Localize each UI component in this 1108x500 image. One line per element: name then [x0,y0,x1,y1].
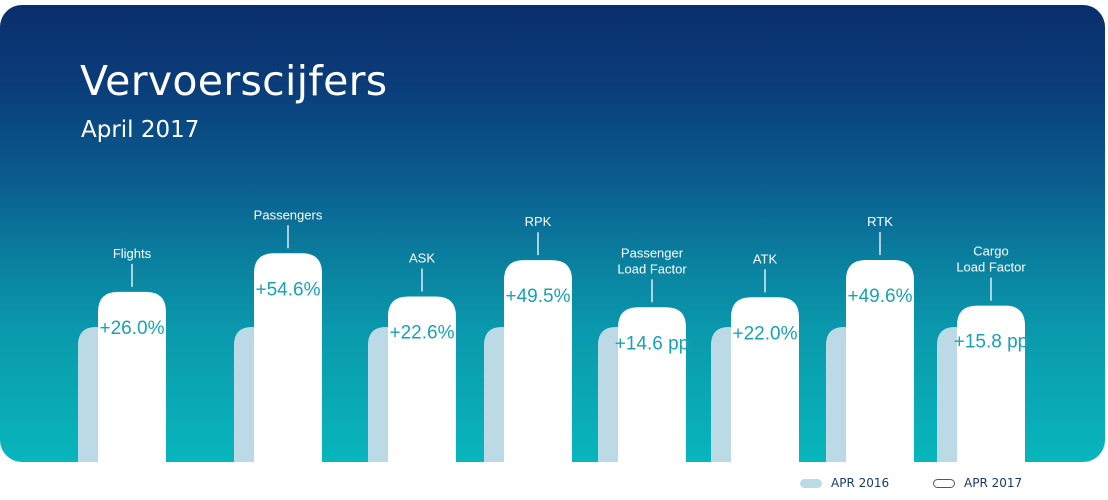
value-label: +14.6 pp [615,333,690,354]
category-label: RPK [525,214,552,229]
bar-apr-2017 [504,260,572,462]
value-label: +49.6% [848,286,913,307]
bar-apr-2017 [957,305,1025,462]
legend-label-apr-2016: APR 2016 [831,476,890,490]
category-label: ASK [409,250,435,265]
category-label: Flights [113,246,152,261]
legend-item-apr-2016: APR 2016 [800,473,889,493]
value-label: +54.6% [256,279,321,300]
chart-subtitle: April 2017 [81,117,200,143]
legend-swatch-apr-2017 [933,478,955,488]
value-label: +49.5% [506,286,571,307]
category-label: Passenger Load Factor [617,245,687,276]
bar-apr-2017 [846,260,914,462]
value-label: +22.6% [390,322,455,343]
legend-label-apr-2017: APR 2017 [964,476,1023,490]
bar-apr-2017 [98,291,166,462]
category-label: Passengers [254,207,323,222]
category-label: Cargo Load Factor [956,244,1026,275]
value-label: +15.8 pp [954,332,1029,353]
chart-title: Vervoerscijfers [80,57,388,105]
bar-apr-2017 [618,307,686,462]
value-label: +26.0% [100,318,165,339]
bar-apr-2017 [731,297,799,462]
value-label: +22.0% [733,323,798,344]
legend-item-apr-2017: APR 2017 [933,473,1022,493]
category-label: RTK [867,214,893,229]
bar-apr-2017 [388,296,456,462]
legend-swatch-apr-2016 [800,478,822,488]
category-label: ATK [753,251,778,266]
bar-apr-2017 [254,253,322,462]
